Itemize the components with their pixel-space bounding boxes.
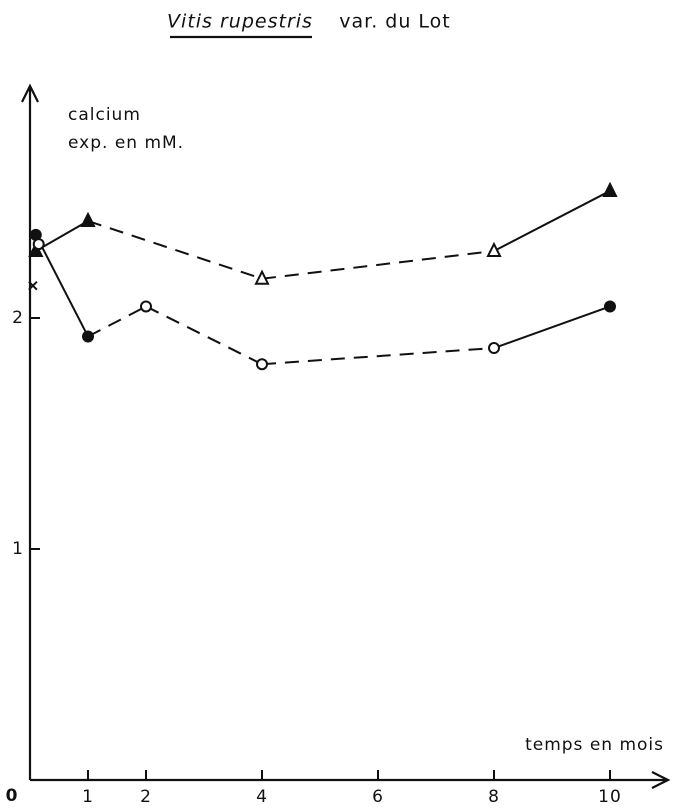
x-tick-label: 1 [82, 787, 94, 807]
line-segment [87, 305, 147, 338]
cross-marker [28, 280, 38, 291]
x-tick-label: 4 [256, 787, 268, 807]
line-segment [261, 347, 495, 366]
x-tick-label: 6 [372, 787, 384, 807]
line-segment [145, 305, 263, 366]
line-segment [261, 250, 495, 280]
x-tick-label: 2 [140, 787, 152, 807]
line-segment [34, 234, 89, 337]
circle-marker [604, 300, 616, 313]
line-segment [493, 190, 611, 252]
triangle-marker [602, 181, 618, 197]
triangle-marker [486, 241, 502, 258]
x-tick-label: 8 [488, 787, 500, 807]
line-segment [87, 220, 263, 280]
triangle-marker [80, 211, 96, 227]
line-segment [493, 305, 611, 349]
x-axis [30, 771, 671, 789]
x-tick-label: 10 [598, 787, 622, 807]
line-segment [35, 220, 89, 252]
title-variety: var. du Lot [339, 11, 451, 33]
circle-marker [82, 330, 94, 343]
circle-marker [32, 238, 45, 251]
circle-marker [488, 342, 500, 355]
circle-marker [140, 300, 152, 313]
y-tick-label: 1 [12, 539, 24, 559]
y-axis [21, 83, 39, 780]
title-species: Vitis rupestris [167, 11, 313, 33]
y-axis-label: exp. en mM. [68, 133, 184, 153]
y-axis-label: calcium [68, 105, 141, 125]
y-tick-label: 2 [12, 308, 24, 328]
triangle-marker [254, 269, 270, 285]
circle-marker [256, 358, 268, 371]
origin-label: 0 [6, 786, 19, 806]
x-axis-label: temps en mois [525, 735, 664, 755]
